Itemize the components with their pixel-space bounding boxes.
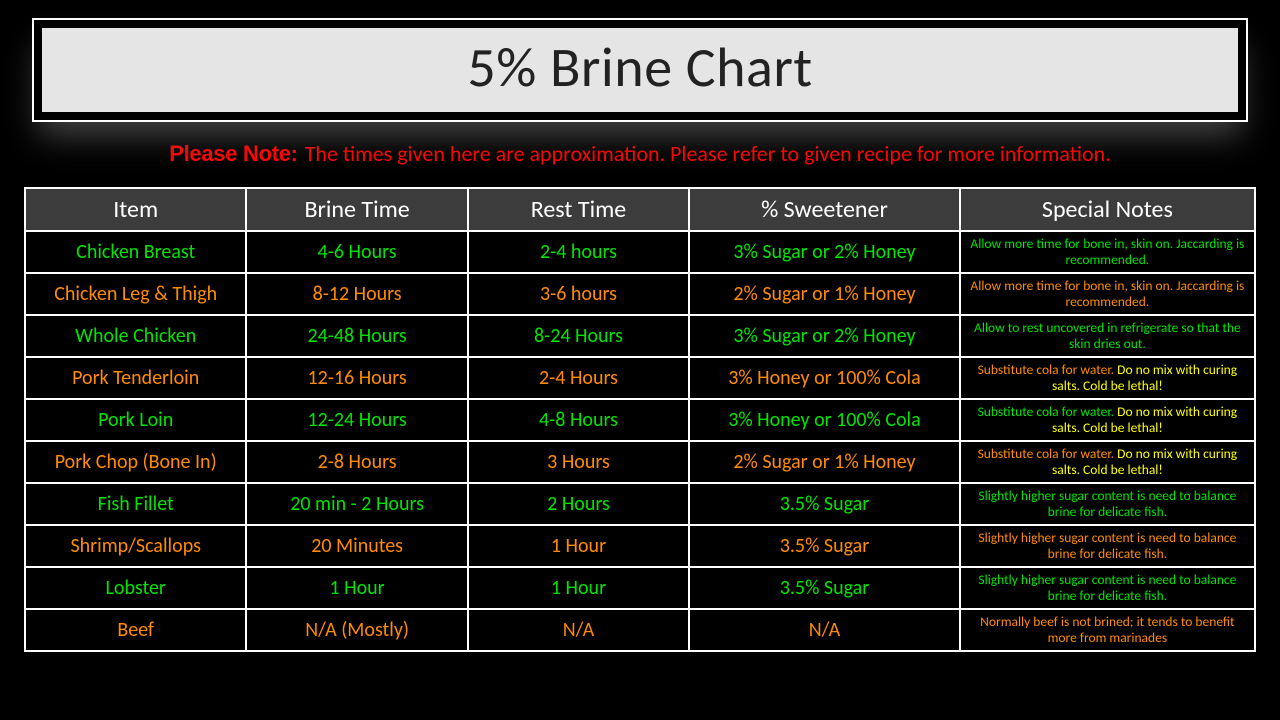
cell-rest: 1 Hour [468, 525, 689, 567]
notes-text: Substitute cola for water. [978, 445, 1118, 462]
notes-text: Allow more time for bone in, skin on. Ja… [970, 235, 1244, 268]
cell-notes: Slightly higher sugar content is need to… [960, 483, 1255, 525]
notes-text: Allow more time for bone in, skin on. Ja… [970, 277, 1244, 310]
table-row: Chicken Leg & Thigh8-12 Hours3-6 hours2%… [25, 273, 1255, 315]
cell-brine: 4-6 Hours [246, 231, 467, 273]
cell-item: Chicken Leg & Thigh [25, 273, 246, 315]
cell-brine: 2-8 Hours [246, 441, 467, 483]
table-row: Lobster1 Hour1 Hour3.5% SugarSlightly hi… [25, 567, 1255, 609]
cell-sweet: 3% Honey or 100% Cola [689, 357, 960, 399]
cell-sweet: 3% Sugar or 2% Honey [689, 315, 960, 357]
cell-brine: 1 Hour [246, 567, 467, 609]
brine-table: ItemBrine TimeRest Time% SweetenerSpecia… [24, 187, 1256, 652]
notes-text: Normally beef is not brined; it tends to… [980, 613, 1234, 646]
cell-item: Shrimp/Scallops [25, 525, 246, 567]
cell-rest: 2 Hours [468, 483, 689, 525]
cell-notes: Allow more time for bone in, skin on. Ja… [960, 231, 1255, 273]
cell-item: Pork Loin [25, 399, 246, 441]
table-row: Pork Chop (Bone In)2-8 Hours3 Hours2% Su… [25, 441, 1255, 483]
cell-rest: 4-8 Hours [468, 399, 689, 441]
table-head: ItemBrine TimeRest Time% SweetenerSpecia… [25, 188, 1255, 231]
cell-item: Chicken Breast [25, 231, 246, 273]
note-bold: Please Note: [169, 141, 299, 166]
table-body: Chicken Breast4-6 Hours2-4 hours3% Sugar… [25, 231, 1255, 651]
cell-notes: Slightly higher sugar content is need to… [960, 567, 1255, 609]
title-box: 5% Brine Chart [40, 26, 1240, 114]
notes-text: Slightly higher sugar content is need to… [978, 571, 1236, 604]
cell-sweet: 3.5% Sugar [689, 567, 960, 609]
col-header-1: Brine Time [246, 188, 467, 231]
table-row: Pork Tenderloin12-16 Hours2-4 Hours3% Ho… [25, 357, 1255, 399]
cell-item: Fish Fillet [25, 483, 246, 525]
cell-sweet: 3% Sugar or 2% Honey [689, 231, 960, 273]
cell-rest: 8-24 Hours [468, 315, 689, 357]
col-header-0: Item [25, 188, 246, 231]
table-row: Whole Chicken24-48 Hours8-24 Hours3% Sug… [25, 315, 1255, 357]
cell-brine: 24-48 Hours [246, 315, 467, 357]
cell-notes: Substitute cola for water. Do no mix wit… [960, 441, 1255, 483]
cell-notes: Substitute cola for water. Do no mix wit… [960, 399, 1255, 441]
cell-brine: 12-16 Hours [246, 357, 467, 399]
page-title: 5% Brine Chart [42, 34, 1238, 102]
cell-brine: 20 min - 2 Hours [246, 483, 467, 525]
table-row: Pork Loin12-24 Hours4-8 Hours3% Honey or… [25, 399, 1255, 441]
cell-item: Lobster [25, 567, 246, 609]
cell-sweet: 2% Sugar or 1% Honey [689, 441, 960, 483]
note-text: The times given here are approximation. … [300, 140, 1111, 167]
notes-text: Slightly higher sugar content is need to… [978, 487, 1236, 520]
cell-sweet: 3.5% Sugar [689, 483, 960, 525]
col-header-2: Rest Time [468, 188, 689, 231]
cell-item: Pork Chop (Bone In) [25, 441, 246, 483]
col-header-3: % Sweetener [689, 188, 960, 231]
cell-brine: 8-12 Hours [246, 273, 467, 315]
cell-rest: N/A [468, 609, 689, 651]
cell-item: Beef [25, 609, 246, 651]
cell-item: Whole Chicken [25, 315, 246, 357]
table-row: Fish Fillet20 min - 2 Hours2 Hours3.5% S… [25, 483, 1255, 525]
cell-sweet: 3% Honey or 100% Cola [689, 399, 960, 441]
notes-text: Substitute cola for water. [978, 403, 1118, 420]
cell-notes: Allow to rest uncovered in refrigerate s… [960, 315, 1255, 357]
cell-notes: Allow more time for bone in, skin on. Ja… [960, 273, 1255, 315]
notes-text: Slightly higher sugar content is need to… [978, 529, 1236, 562]
table-row: BeefN/A (Mostly)N/AN/ANormally beef is n… [25, 609, 1255, 651]
please-note-line: Please Note: The times given here are ap… [24, 140, 1256, 167]
cell-rest: 1 Hour [468, 567, 689, 609]
cell-sweet: 2% Sugar or 1% Honey [689, 273, 960, 315]
header-row: ItemBrine TimeRest Time% SweetenerSpecia… [25, 188, 1255, 231]
brine-chart-page: 5% Brine Chart Please Note: The times gi… [0, 0, 1280, 720]
col-header-4: Special Notes [960, 188, 1255, 231]
cell-notes: Normally beef is not brined; it tends to… [960, 609, 1255, 651]
table-row: Shrimp/Scallops20 Minutes1 Hour3.5% Suga… [25, 525, 1255, 567]
cell-sweet: 3.5% Sugar [689, 525, 960, 567]
cell-notes: Slightly higher sugar content is need to… [960, 525, 1255, 567]
cell-brine: N/A (Mostly) [246, 609, 467, 651]
cell-rest: 3-6 hours [468, 273, 689, 315]
notes-text: Substitute cola for water. [978, 361, 1118, 378]
cell-brine: 12-24 Hours [246, 399, 467, 441]
cell-rest: 2-4 Hours [468, 357, 689, 399]
title-frame: 5% Brine Chart [32, 18, 1248, 122]
cell-item: Pork Tenderloin [25, 357, 246, 399]
notes-text: Allow to rest uncovered in refrigerate s… [974, 319, 1241, 352]
cell-sweet: N/A [689, 609, 960, 651]
cell-rest: 2-4 hours [468, 231, 689, 273]
table-row: Chicken Breast4-6 Hours2-4 hours3% Sugar… [25, 231, 1255, 273]
cell-rest: 3 Hours [468, 441, 689, 483]
cell-brine: 20 Minutes [246, 525, 467, 567]
cell-notes: Substitute cola for water. Do no mix wit… [960, 357, 1255, 399]
